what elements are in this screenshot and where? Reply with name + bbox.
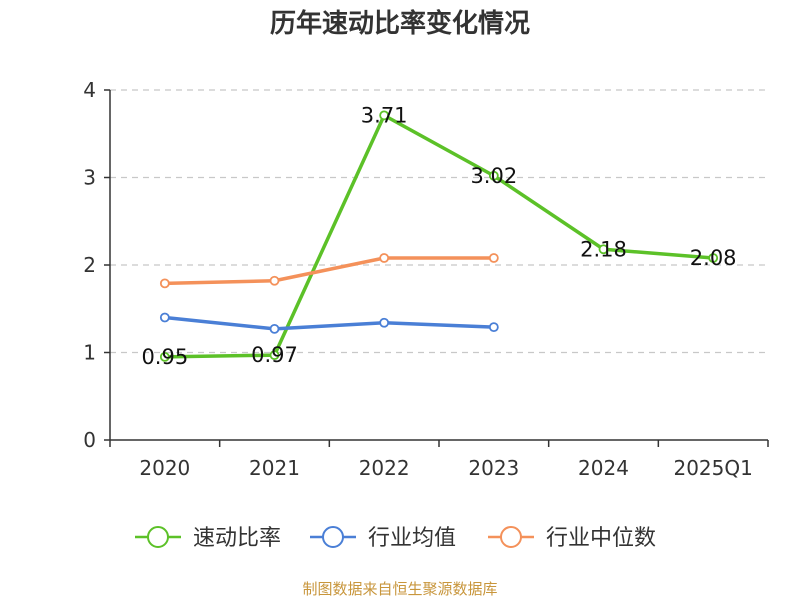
x-tick-label: 2020 bbox=[139, 456, 190, 480]
x-tick-label: 2024 bbox=[578, 456, 629, 480]
data-point bbox=[159, 312, 170, 323]
data-label: 0.95 bbox=[141, 345, 188, 369]
data-point bbox=[488, 322, 499, 333]
data-point bbox=[269, 323, 280, 334]
legend-marker bbox=[500, 526, 522, 548]
y-tick-label: 4 bbox=[83, 78, 96, 102]
grid-lines bbox=[110, 89, 768, 354]
data-label: 0.97 bbox=[251, 343, 298, 367]
data-point bbox=[379, 253, 390, 263]
data-point bbox=[708, 253, 719, 263]
data-point bbox=[379, 317, 390, 328]
data-point bbox=[488, 170, 499, 181]
data-point bbox=[269, 275, 280, 286]
data-point bbox=[488, 253, 499, 263]
x-tick-label: 2021 bbox=[249, 456, 300, 480]
data-label: 3.71 bbox=[361, 103, 408, 127]
y-tick-label: 2 bbox=[83, 253, 96, 277]
x-tick-label: 2023 bbox=[468, 456, 519, 480]
data-point bbox=[379, 110, 390, 121]
legend-label: 行业中位数 bbox=[546, 526, 656, 551]
legend: 速动比率 行业均值 行业中位数 bbox=[135, 526, 656, 551]
series-lines bbox=[164, 113, 714, 359]
data-labels: 0.95 0.97 3.71 3.02 2.18 2.08 bbox=[141, 103, 736, 369]
data-point bbox=[159, 278, 170, 289]
data-point bbox=[159, 351, 170, 362]
data-point bbox=[269, 350, 280, 361]
data-label: 3.02 bbox=[470, 164, 517, 188]
legend-label: 速动比率 bbox=[193, 526, 281, 551]
x-tick-label: 2022 bbox=[359, 456, 410, 480]
chart-title: 历年速动比率变化情况 bbox=[269, 9, 530, 39]
legend-label: 行业均值 bbox=[368, 526, 456, 551]
y-tick-label: 3 bbox=[83, 166, 96, 190]
y-tick-label: 1 bbox=[83, 341, 96, 365]
data-label: 2.18 bbox=[580, 237, 627, 261]
source-note: 制图数据来自恒生聚源数据库 bbox=[302, 580, 498, 598]
series-line bbox=[164, 315, 494, 331]
data-point bbox=[598, 244, 609, 255]
legend-marker bbox=[322, 526, 344, 548]
axes: 0 1 2 3 4 2020 2021 2022 2023 2024 2025Q1 bbox=[83, 78, 769, 480]
y-tick-label: 0 bbox=[83, 428, 96, 452]
legend-marker bbox=[147, 526, 169, 548]
series-line bbox=[164, 256, 494, 286]
data-label: 2.08 bbox=[690, 246, 737, 270]
series-line bbox=[164, 113, 714, 359]
series-points bbox=[159, 110, 719, 362]
x-tick-label: 2025Q1 bbox=[673, 456, 752, 480]
